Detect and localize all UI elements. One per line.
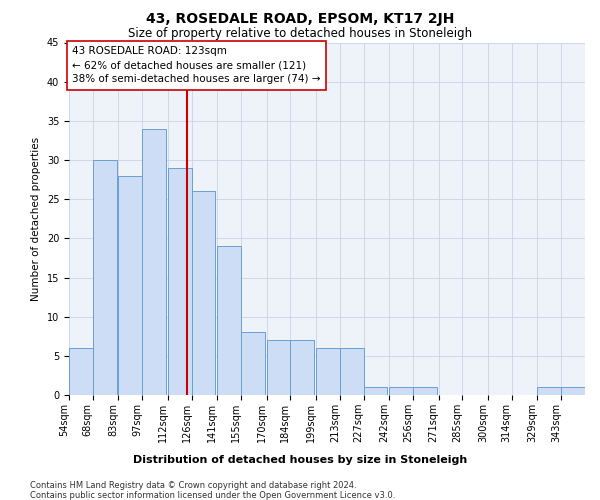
Y-axis label: Number of detached properties: Number of detached properties bbox=[31, 136, 41, 301]
Bar bbox=[142, 128, 166, 395]
Bar bbox=[290, 340, 314, 395]
Bar bbox=[413, 387, 437, 395]
Bar bbox=[191, 192, 215, 395]
Bar bbox=[69, 348, 93, 395]
Bar bbox=[93, 160, 116, 395]
Bar bbox=[364, 387, 388, 395]
Bar bbox=[316, 348, 340, 395]
Text: Distribution of detached houses by size in Stoneleigh: Distribution of detached houses by size … bbox=[133, 455, 467, 465]
Bar bbox=[340, 348, 364, 395]
Bar bbox=[118, 176, 142, 395]
Bar bbox=[389, 387, 413, 395]
Text: 43, ROSEDALE ROAD, EPSOM, KT17 2JH: 43, ROSEDALE ROAD, EPSOM, KT17 2JH bbox=[146, 12, 454, 26]
Text: 43 ROSEDALE ROAD: 123sqm
← 62% of detached houses are smaller (121)
38% of semi-: 43 ROSEDALE ROAD: 123sqm ← 62% of detach… bbox=[73, 46, 321, 84]
Bar bbox=[241, 332, 265, 395]
Bar bbox=[538, 387, 561, 395]
Text: Contains HM Land Registry data © Crown copyright and database right 2024.: Contains HM Land Registry data © Crown c… bbox=[30, 481, 356, 490]
Bar bbox=[561, 387, 585, 395]
Text: Size of property relative to detached houses in Stoneleigh: Size of property relative to detached ho… bbox=[128, 28, 472, 40]
Bar bbox=[168, 168, 191, 395]
Bar bbox=[266, 340, 290, 395]
Bar bbox=[217, 246, 241, 395]
Text: Contains public sector information licensed under the Open Government Licence v3: Contains public sector information licen… bbox=[30, 491, 395, 500]
